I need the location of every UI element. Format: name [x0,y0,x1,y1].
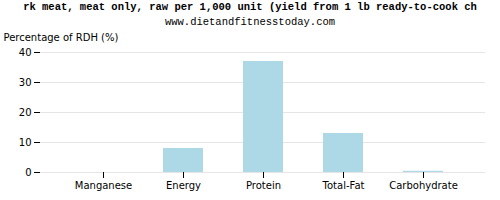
svg-text:Protein: Protein [246,180,281,191]
svg-text:40: 40 [19,47,32,58]
html-text:www.dietandfitnesstoday.com: www.dietandfitnesstoday.com [164,16,336,28]
svg-text:Energy: Energy [166,180,201,191]
html-text:rk meat, meat only, raw per 1,: rk meat, meat only, raw per 1,000 unit (… [23,1,477,13]
svg-text:30: 30 [19,77,32,88]
svg-text:10: 10 [19,137,32,148]
svg-text:Carbohydrate: Carbohydrate [389,180,458,191]
svg-text:Total-Fat: Total-Fat [322,180,365,191]
svg-text:Percentage of RDH (%): Percentage of RDH (%) [4,32,119,43]
svg-text:20: 20 [19,107,32,118]
svg-text:0: 0 [25,167,31,178]
svg-text:Manganese: Manganese [75,180,132,191]
